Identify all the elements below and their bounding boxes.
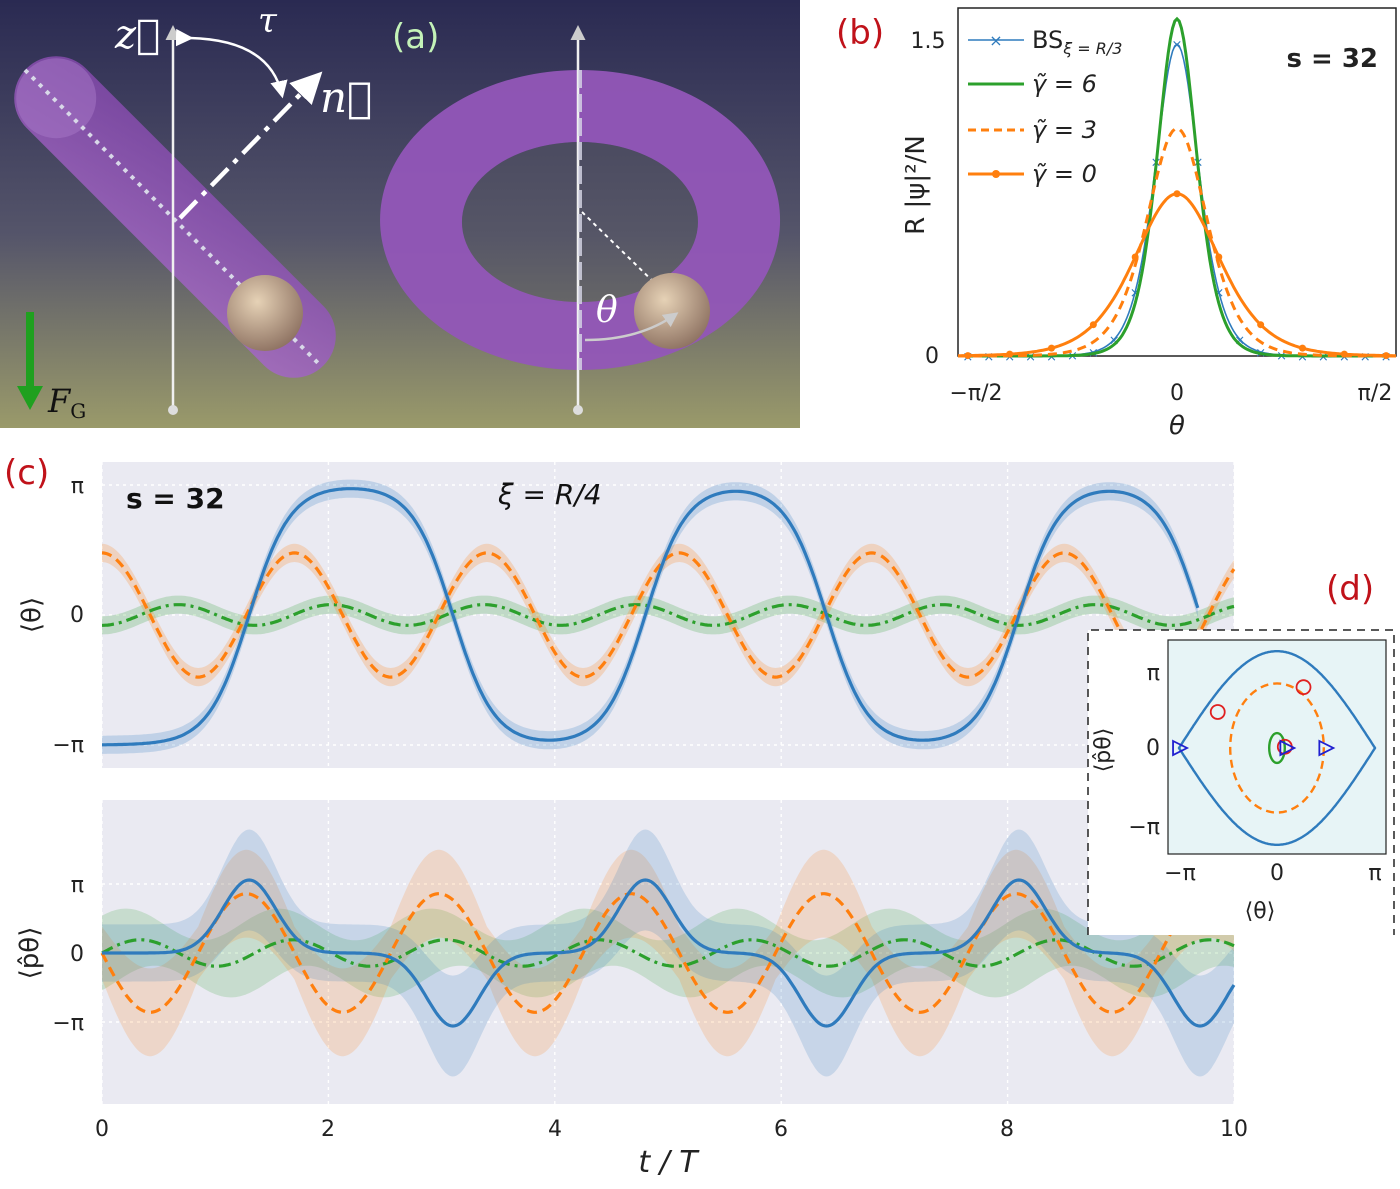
b-xtick-1: 0 (1170, 381, 1184, 406)
tau-label: τ (258, 1, 278, 41)
c-annotation-xi: ξ = R/4 (497, 478, 602, 511)
b-marker-x: × (1234, 333, 1245, 348)
c-xtick-4: 4 (548, 1117, 562, 1142)
c-xlabel: t / T (638, 1145, 700, 1180)
svg-text:×: × (989, 31, 1002, 50)
legend-bs: BSξ = R/3 (1032, 26, 1122, 58)
c-bottom-plot-area (102, 800, 1234, 1104)
c-top-ytick-pi: π (71, 474, 84, 499)
d-triangle-marker-1 (1279, 739, 1297, 757)
d-green-orbit (1268, 731, 1286, 765)
d-circle-marker-1 (1295, 679, 1312, 696)
bead-torus (634, 273, 710, 349)
b-marker-dot (1298, 344, 1306, 352)
b-marker-dot (1089, 321, 1097, 329)
d-circle-marker-0 (1209, 704, 1226, 720)
c-top-line-orange (101, 551, 1236, 679)
c-xtick-2: 2 (321, 1117, 335, 1142)
legend-g3: γ̃ = 3 (1032, 116, 1097, 144)
b-marker-dot (1131, 253, 1139, 261)
force-label: FG (47, 382, 86, 423)
b-ytick-1: 1.5 (911, 29, 946, 54)
b-xlabel: θ (1169, 411, 1185, 441)
b-marker-x: × (1213, 286, 1224, 301)
legend-g6: γ̃ = 6 (1032, 70, 1097, 98)
b-marker-x: × (1172, 38, 1183, 53)
d-ytick-pi: π (1147, 661, 1160, 686)
d-triangle-marker-2 (1318, 739, 1336, 757)
c-bot-ytick-mpi: −π (52, 1011, 84, 1036)
b-marker-dot (964, 352, 972, 360)
bead-rod (227, 275, 303, 351)
panel-a: z⃗ n⃗ τ θ FG (a) (0, 0, 800, 428)
c-top-ytick-mpi: −π (52, 733, 84, 758)
c-bot-ytick-pi: π (71, 873, 84, 898)
c-xtick-0: 0 (95, 1117, 109, 1142)
c-bot-line-green (101, 938, 1235, 968)
panel-b-frame (957, 7, 1397, 357)
tau-arc (175, 28, 288, 99)
n-label: n⃗ (320, 73, 372, 122)
b-legend: × BSξ = R/3 γ̃ = 6 γ̃ = 3 γ̃ = 0 (968, 26, 1122, 188)
theta-arc (584, 312, 679, 342)
c-bot-ytick-0: 0 (70, 942, 84, 967)
legend-g0: γ̃ = 0 (1032, 160, 1097, 188)
c-top-ylabel: ⟨θ⟩ (17, 597, 47, 633)
d-separatrix (1177, 650, 1377, 846)
n-axis (178, 71, 323, 220)
panel-d-label: (d) (1326, 569, 1374, 609)
panel-a-label: (a) (392, 17, 439, 57)
b-marker-x: × (1130, 286, 1141, 301)
b-xtick-0: −π/2 (949, 381, 1002, 406)
c-annotation-s: s = 32 (126, 482, 225, 515)
c-top-line-blue (102, 487, 1200, 747)
b-marker-dot (1173, 190, 1181, 198)
z-label: z⃗ (114, 12, 160, 58)
c-xtick-6: 6 (774, 1117, 788, 1142)
b-marker-dot (1006, 350, 1014, 358)
d-xtick-mpi: −π (1164, 861, 1196, 886)
b-marker-dot (1382, 352, 1390, 360)
b-marker-dot (1048, 344, 1056, 352)
c-top-line-green (102, 603, 1235, 627)
c-top-ytick-0: 0 (70, 603, 84, 628)
panel-d: (d) π 0 −π −π 0 π ⟨θ⟩ ⟨p̂θ⟩ (1087, 569, 1395, 935)
theta-label: θ (596, 290, 618, 331)
panel-c: (c) π 0 −π ⟨θ⟩ s = 32 ξ = R/4 π 0 −π ⟨p̂… (4, 453, 1248, 1180)
d-xtick-0: 0 (1270, 861, 1284, 886)
b-ylabel: R |ψ|²/N (901, 135, 931, 235)
b-marker-x: × (1109, 333, 1120, 348)
c-xtick-8: 8 (1000, 1117, 1014, 1142)
b-marker-dot (1340, 350, 1348, 358)
d-xtick-pi: π (1368, 861, 1381, 886)
c-bot-ylabel: ⟨p̂θ⟩ (15, 927, 45, 980)
c-bot-band-green (102, 908, 1234, 998)
b-marker-dot (1257, 321, 1265, 329)
d-ylabel: ⟨p̂θ⟩ (1091, 728, 1116, 773)
b-annotation: s = 32 (1286, 44, 1378, 74)
b-series-1 (958, 16, 1396, 358)
d-xlabel: ⟨θ⟩ (1245, 899, 1276, 924)
d-triangle-marker-0 (1172, 739, 1190, 757)
c-xtick-10: 10 (1220, 1117, 1248, 1142)
d-ytick-mpi: −π (1128, 815, 1160, 840)
b-marker-dot (1215, 253, 1223, 261)
panel-c-label: (c) (4, 453, 49, 493)
c-bot-band-orange (102, 849, 1234, 1057)
b-ytick-0: 0 (925, 344, 939, 369)
d-orange-orbit (1229, 682, 1325, 814)
panel-b-label: (b) (836, 13, 884, 53)
c-top-band-orange (102, 543, 1234, 687)
d-ytick-0: 0 (1146, 736, 1160, 761)
c-bot-line-orange (100, 892, 1236, 1014)
c-bot-line-blue (102, 878, 1236, 1028)
panel-b: (b) ××××××××××××××××××××× 0 1.5 −π/2 0 π… (836, 7, 1397, 441)
b-xtick-2: π/2 (1358, 381, 1393, 406)
